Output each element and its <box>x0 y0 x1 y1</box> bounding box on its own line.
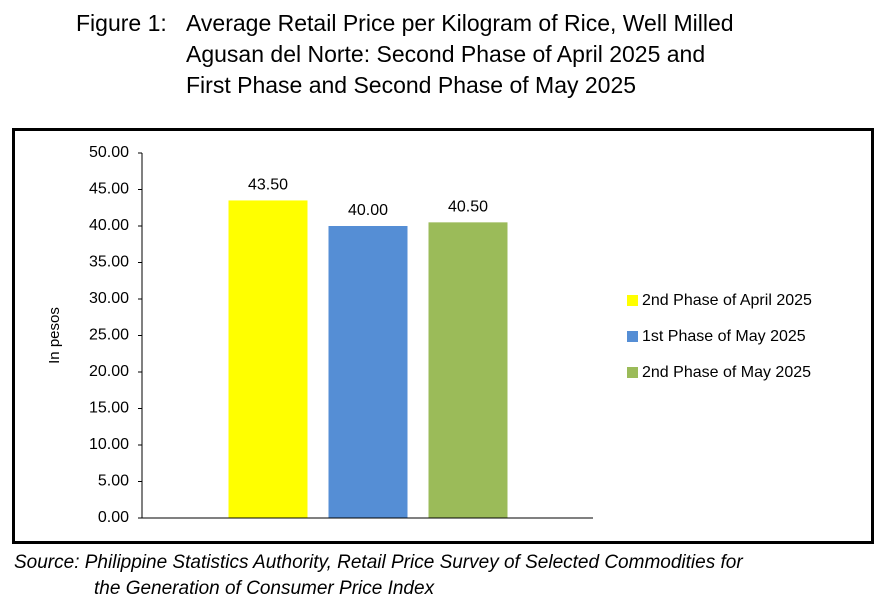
y-tick-label: 15.00 <box>89 400 129 417</box>
source-line-1: Source: Philippine Statistics Authority,… <box>14 552 743 573</box>
figure-number: Figure 1: <box>76 10 167 36</box>
y-axis-label: In pesos <box>46 307 63 364</box>
figure-title: Figure 1: Average Retail Price per Kilog… <box>76 8 734 101</box>
bar <box>328 226 408 518</box>
bar <box>428 222 508 518</box>
title-line-2: Agusan del Norte: Second Phase of April … <box>186 41 706 67</box>
y-tick-label: 0.00 <box>98 509 129 526</box>
legend-label: 2nd Phase of April 2025 <box>642 292 812 309</box>
bar <box>228 200 308 518</box>
legend-swatch <box>627 331 638 342</box>
bar-chart: In pesos 0.00 5.00 10.00 15.00 20.00 25.00 30.0… <box>46 144 812 526</box>
chart-frame: In pesos 0.00 5.00 10.00 15.00 20.00 25.00 30.0… <box>12 128 874 544</box>
legend-label: 2nd Phase of May 2025 <box>642 364 811 381</box>
y-tick-label: 5.00 <box>98 473 129 490</box>
data-label: 40.00 <box>348 202 388 219</box>
data-label: 40.50 <box>448 199 488 216</box>
y-tick-label: 50.00 <box>89 144 129 161</box>
y-tick-label: 30.00 <box>89 290 129 307</box>
title-line-3: First Phase and Second Phase of May 2025 <box>186 72 637 98</box>
title-line-1: Average Retail Price per Kilogram of Ric… <box>186 10 734 36</box>
y-tick-label: 25.00 <box>89 327 129 344</box>
y-tick-label: 10.00 <box>89 436 129 453</box>
y-tick-label: 20.00 <box>89 363 129 380</box>
legend-swatch <box>627 295 638 306</box>
legend-swatch <box>627 367 638 378</box>
source-line-2: the Generation of Consumer Price Index <box>94 578 435 599</box>
legend-label: 1st Phase of May 2025 <box>642 328 806 345</box>
data-label: 43.50 <box>248 177 288 194</box>
y-tick-label: 35.00 <box>89 254 129 271</box>
y-tick-label: 45.00 <box>89 181 129 198</box>
y-tick-label: 40.00 <box>89 217 129 234</box>
source-note: Source: Philippine Statistics Authority,… <box>14 550 743 602</box>
